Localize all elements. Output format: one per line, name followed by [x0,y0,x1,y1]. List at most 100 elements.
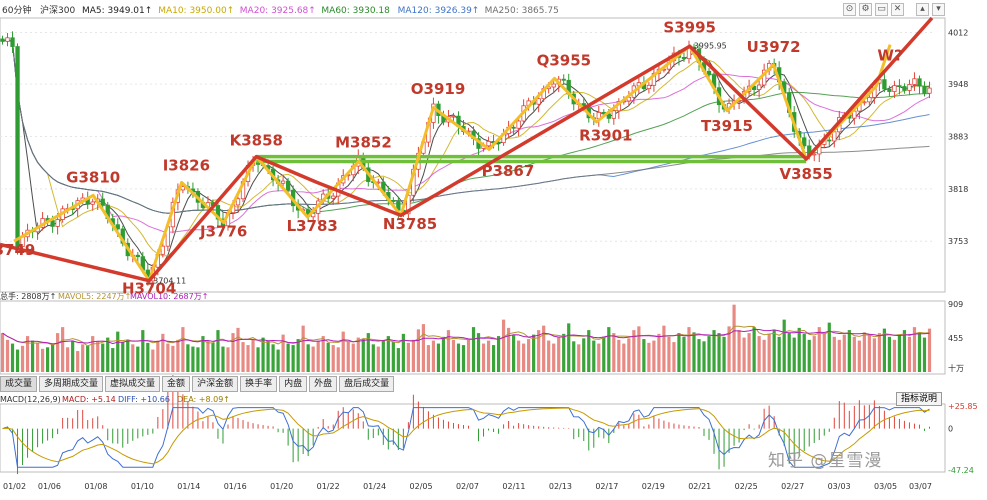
volume-bar [231,333,235,372]
candle-body [551,83,556,88]
volume-bar [501,319,506,372]
minimize-icon[interactable]: ▭ [875,3,888,16]
volume-bar [652,340,656,372]
volume-bar [617,339,621,372]
candle-body [331,195,336,199]
candle-body [827,139,832,142]
volume-bar [411,339,415,372]
scroll-up-icon[interactable]: ▴ [916,3,929,16]
candle-body [651,72,657,86]
volume-bar [181,327,185,372]
mavol10-label: MAVOL10: 2687万↑ [130,292,208,301]
candle-body [922,85,927,94]
volume-bar [161,333,165,372]
lock-icon[interactable]: ⊙ [843,3,856,16]
volume-tab[interactable]: 金额 [162,376,191,392]
volume-bar [602,336,606,372]
volume-bar [291,345,295,372]
volume-bar [907,336,912,372]
volume-bar [416,329,421,372]
volume-bar [286,343,290,372]
candle-body [561,78,566,81]
volume-bar [261,337,265,372]
volume-tick-label: 909 [948,300,963,309]
volume-bar [662,325,666,372]
volume-bar [306,344,310,372]
volume-bar [577,344,581,372]
volume-tab[interactable]: 沪深金额 [192,376,239,392]
volume-tab[interactable]: 换手率 [240,376,278,392]
volume-bar [752,327,756,372]
candle-body [897,85,902,88]
indicator-help-button[interactable]: 指标说明 [896,392,943,406]
volume-tab[interactable]: 外盘 [309,376,338,392]
volume-bar [276,349,280,372]
volume-tab[interactable]: 成交量 [0,376,38,392]
volume-bar [51,344,55,372]
wave-label: P3867 [482,162,535,180]
diff-value: DIFF: +10.66 [118,395,170,404]
scroll-down-icon[interactable]: ▾ [932,3,945,16]
volume-bar [351,343,355,372]
volume-bar [682,336,686,372]
volume-bar [15,349,20,372]
volume-bar [381,340,385,372]
candle-body [516,120,521,129]
dea-value: DEA: +8.09↑ [177,395,230,404]
volume-bar [146,342,150,372]
volume-bar [441,336,446,372]
volume-bar [547,340,551,372]
volume-bar [627,338,631,372]
volume-bar [486,340,491,372]
close-icon[interactable]: ✕ [891,3,904,16]
volume-bar [101,343,105,372]
volume-bar [637,326,641,372]
volume-bar [186,344,190,372]
wave-label: J3776 [199,222,247,240]
macd-lines [2,407,930,468]
yellow-wave-path [13,44,892,283]
volume-bar [131,344,135,372]
volume-tab[interactable]: 多周期成交量 [39,376,104,392]
ma-legend-item: MA120: 3926.39↑ [398,6,480,16]
candle-body [486,141,491,147]
candle-body [927,87,932,94]
index-label: 沪深300 [40,4,75,16]
volume-total-label: 总手: 2808万↑ [0,291,56,301]
volume-bar [692,332,696,372]
volume-bar [20,345,25,372]
candle-body [160,245,166,255]
volume-bar [712,330,716,372]
x-tick-label: 02/19 [642,482,665,491]
volume-tab[interactable]: 内盘 [279,376,308,392]
red-wave-path [0,16,934,283]
x-tick-label: 02/13 [549,482,572,491]
volume-tab[interactable]: 盘后成交量 [339,376,395,392]
volume-bar [106,337,110,372]
candle-body [55,219,60,227]
volume-bar [466,339,471,372]
volume-bar [922,337,927,372]
ma-legend-item: MA5: 3949.01↑ [82,6,152,16]
volume-bar [406,342,410,372]
x-tick-label: 01/06 [38,482,61,491]
candle-body [882,79,887,90]
x-tick-label: 01/20 [270,482,293,491]
volume-bar [532,334,536,372]
volume-bar [126,339,130,372]
volume-bar [732,304,736,372]
wave-label: U3972 [747,38,801,56]
volume-bar [496,336,501,372]
macd-tick-label: -47.24 [948,466,974,475]
volume-bar [847,330,851,372]
volume-bar [747,333,751,372]
volume-bar [677,333,681,372]
settings-icon[interactable]: ⚙ [859,3,872,16]
volume-tab[interactable]: 虚拟成交量 [105,376,161,392]
volume-bar [396,348,400,372]
volume-bar [552,343,556,372]
volume-bar [511,335,516,372]
volume-bar [301,325,305,372]
volume-bar [567,323,571,372]
